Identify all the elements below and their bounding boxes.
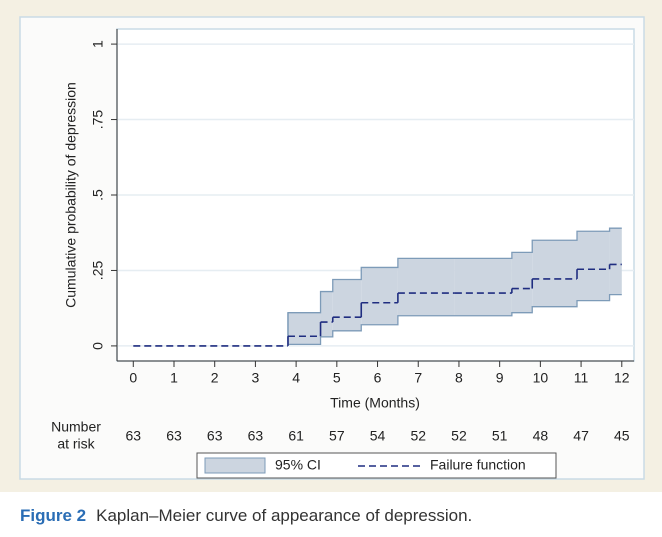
- x-tick-label: 11: [574, 370, 589, 386]
- caption-text: Kaplan–Meier curve of appearance of depr…: [96, 506, 472, 525]
- x-tick-label: 1: [170, 370, 178, 386]
- risk-count: 61: [288, 428, 304, 444]
- risk-count: 45: [614, 428, 630, 444]
- ci-band: [332, 279, 362, 331]
- x-tick-label: 5: [333, 370, 341, 386]
- x-tick-label: 2: [211, 370, 219, 386]
- legend-label: Failure function: [430, 457, 526, 473]
- ci-edge: [287, 227, 622, 345]
- risk-count: 57: [329, 428, 345, 444]
- ci-band: [532, 240, 578, 307]
- x-tick-label: 9: [496, 370, 504, 386]
- ci-band: [361, 267, 398, 325]
- risk-count: 52: [410, 428, 426, 444]
- x-axis-title: Time (Months): [330, 395, 420, 411]
- risk-count: 63: [166, 428, 182, 444]
- ci-band: [320, 291, 333, 337]
- y-tick-label: 1: [90, 40, 106, 48]
- y-tick-label: .5: [90, 189, 106, 201]
- x-tick-label: 10: [533, 370, 549, 386]
- risk-label: at risk: [57, 436, 95, 452]
- risk-count: 63: [125, 428, 141, 444]
- x-tick-label: 7: [414, 370, 422, 386]
- y-tick-label: 0: [90, 342, 106, 350]
- x-tick-label: 0: [129, 370, 137, 386]
- ci-band: [454, 258, 512, 316]
- risk-count: 54: [370, 428, 386, 444]
- risk-count: 52: [451, 428, 467, 444]
- ci-edge: [287, 293, 622, 346]
- risk-count: 48: [533, 428, 549, 444]
- caption: Figure 2 Kaplan–Meier curve of appearance…: [20, 506, 472, 525]
- legend-swatch: [204, 457, 266, 474]
- x-tick-label: 6: [374, 370, 382, 386]
- risk-count: 47: [573, 428, 589, 444]
- ci-band: [397, 258, 455, 316]
- caption-label: Figure 2: [20, 506, 86, 525]
- y-tick-label: .25: [90, 261, 106, 281]
- risk-count: 63: [248, 428, 264, 444]
- ci-band: [287, 312, 321, 345]
- risk-count: 51: [492, 428, 508, 444]
- ci-band: [577, 231, 610, 301]
- ci-band: [609, 228, 622, 295]
- x-tick-label: 12: [614, 370, 630, 386]
- y-tick-label: .75: [90, 110, 106, 130]
- legend-label: 95% CI: [275, 457, 321, 473]
- y-axis-title: Cumulative probability of depression: [63, 82, 79, 308]
- x-tick-label: 4: [292, 370, 300, 386]
- risk-count: 63: [207, 428, 223, 444]
- x-tick-label: 3: [252, 370, 260, 386]
- ci-band: [511, 252, 533, 313]
- x-tick-label: 8: [455, 370, 463, 386]
- risk-label: Number: [51, 419, 101, 435]
